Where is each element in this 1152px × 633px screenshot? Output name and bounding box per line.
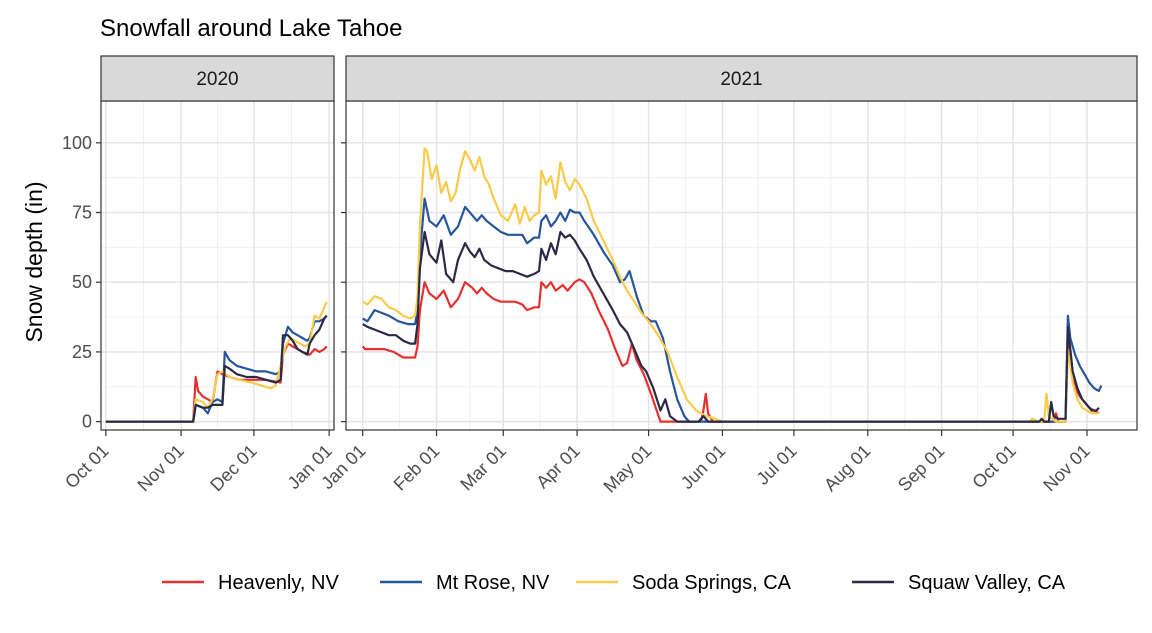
series-line-squaw-valley-ca <box>362 230 1100 423</box>
x-tick-label: Feb 01 <box>390 441 444 495</box>
x-tick-label: Nov 01 <box>1039 441 1093 495</box>
y-axis-label: Snow depth (in) <box>21 181 47 342</box>
x-tick-label: Oct 01 <box>61 441 113 493</box>
facet-strip <box>345 55 1138 102</box>
x-tick-label: Nov 01 <box>133 441 187 495</box>
series-line-soda-springs-ca <box>362 147 1099 423</box>
y-tick-label: 100 <box>62 133 92 153</box>
x-tick-label: May 01 <box>600 441 656 497</box>
x-tick-label: Sep 01 <box>894 441 948 495</box>
x-tick-label: Apr 01 <box>532 441 584 493</box>
x-tick-label: Jul 01 <box>753 441 801 489</box>
y-tick-label: 50 <box>72 272 92 292</box>
y-tick-label: 25 <box>72 342 92 362</box>
facet-strip-label: 2020 <box>196 69 238 90</box>
x-tick-label: Oct 01 <box>968 441 1020 493</box>
facet-strip <box>100 55 335 102</box>
x-tick-label: Mar 01 <box>456 441 510 495</box>
series-line-mt-rose-nv <box>105 314 328 423</box>
y-tick-label: 0 <box>82 412 92 432</box>
legend: Heavenly, NV Mt Rose, NV Soda Springs, CA S… <box>162 572 1066 594</box>
series-line-squaw-valley-ca <box>105 314 328 423</box>
legend-label-mt-rose-nv: Mt Rose, NV <box>436 572 550 594</box>
series-line-heavenly-nv <box>105 342 328 423</box>
facet-strip-label: 2021 <box>720 69 762 90</box>
legend-label-squaw-valley-ca: Squaw Valley, CA <box>908 572 1066 594</box>
x-tick-label: Jun 01 <box>677 441 729 493</box>
chart-title: Snowfall around Lake Tahoe <box>100 15 402 42</box>
x-tick-label: Aug 01 <box>820 441 874 495</box>
series-line-mt-rose-nv <box>362 197 1103 423</box>
legend-label-heavenly-nv: Heavenly, NV <box>218 572 339 594</box>
panel-background <box>346 101 1137 430</box>
y-tick-label: 75 <box>72 203 92 223</box>
x-tick-label: Dec 01 <box>206 441 260 495</box>
legend-label-soda-springs-ca: Soda Springs, CA <box>632 572 792 594</box>
